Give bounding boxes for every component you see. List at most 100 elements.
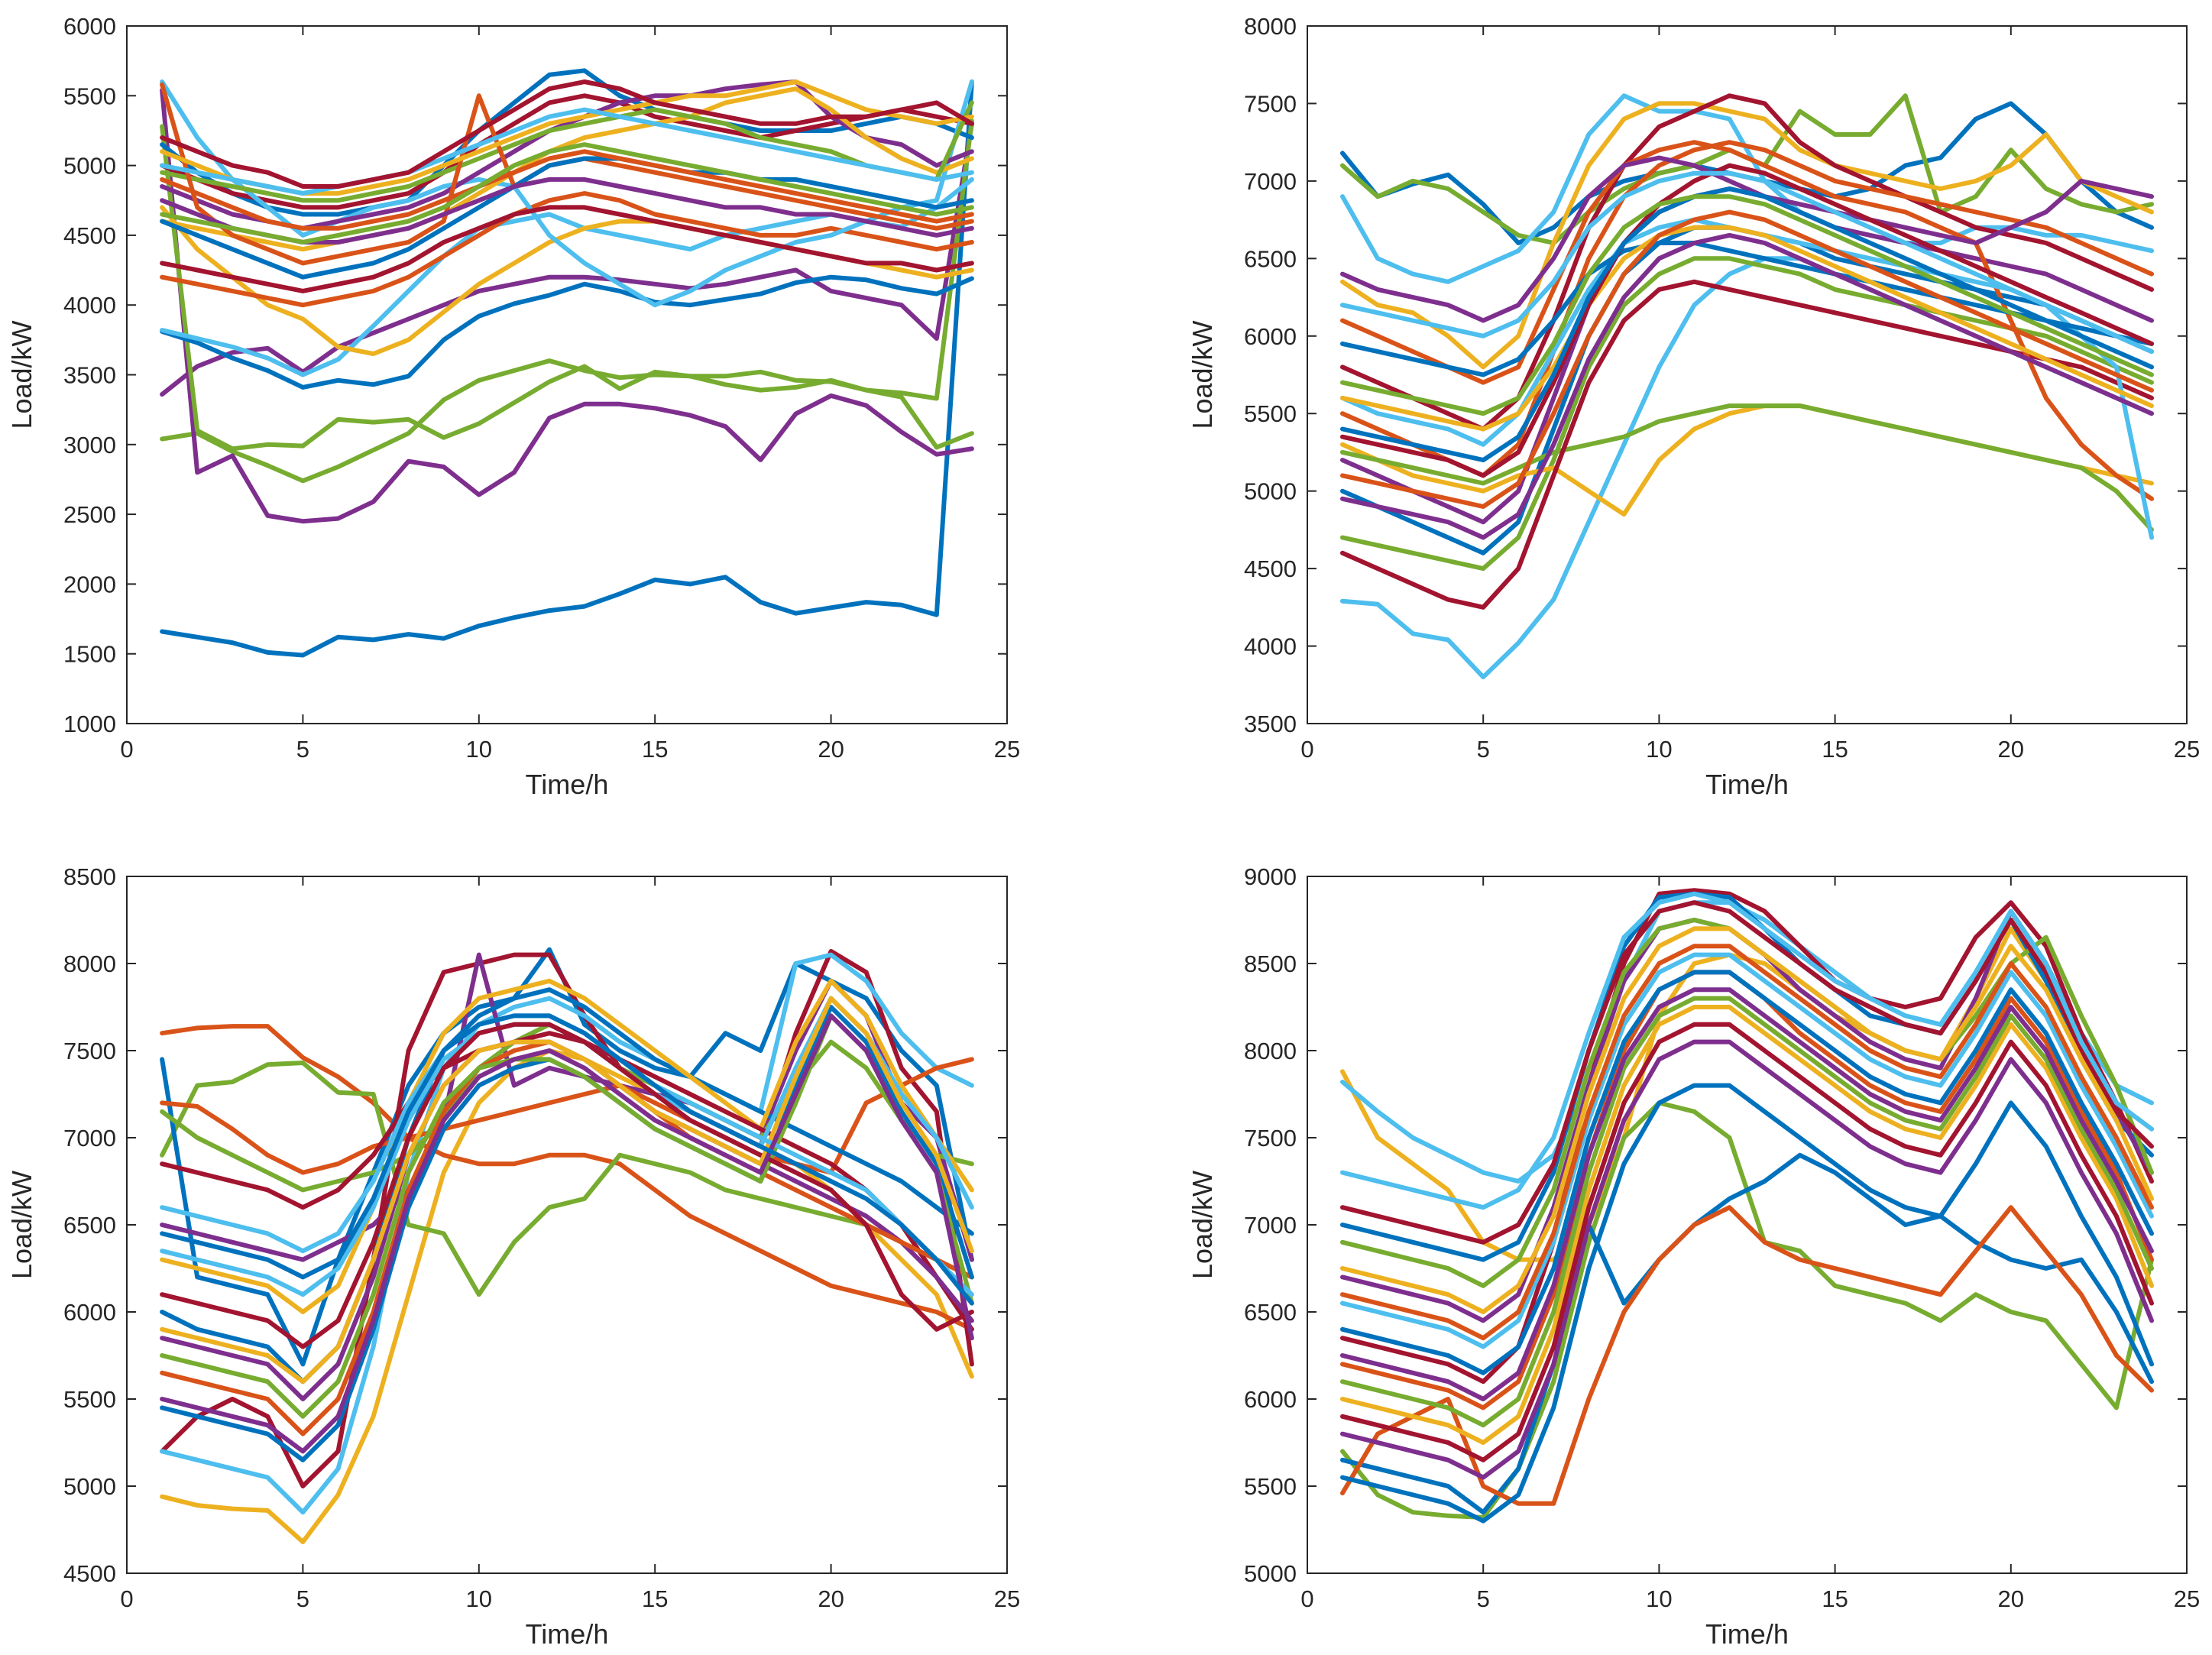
y-axis-label: Load/kW	[6, 320, 37, 429]
x-tick-label: 5	[296, 1585, 309, 1612]
series-line-14	[1340, 1039, 2154, 1480]
y-axis-label: Load/kW	[1187, 1171, 1218, 1279]
series-group	[160, 947, 974, 1544]
chart-panel-4: 0 5 10 15 20 25 5000 5500 6000 6500 7000 7500 8000 85…	[1187, 863, 2200, 1650]
x-tick-label: 5	[1477, 736, 1490, 763]
series-line-3	[160, 1061, 974, 1297]
x-tick-label: 10	[466, 1585, 492, 1612]
series-line-2	[160, 1024, 974, 1332]
x-axis-label: Time/h	[1705, 769, 1789, 800]
y-tick-label: 4000	[63, 292, 116, 319]
series-line-21	[160, 1013, 974, 1454]
x-tick-label: 25	[2174, 736, 2200, 763]
series-line-11	[1340, 952, 2154, 1349]
series-line-21	[160, 107, 974, 196]
y-tick-label: 5500	[1244, 400, 1297, 427]
x-tick-label: 0	[1300, 1585, 1313, 1612]
series-line-19	[1340, 926, 2154, 1314]
series-line-1	[160, 79, 974, 658]
y-tick-label: 8000	[1244, 13, 1297, 40]
series-line-15	[1340, 970, 2154, 1375]
y-tick-label: 5500	[63, 1386, 116, 1413]
x-tick-label: 20	[1998, 1585, 2024, 1612]
series-line-4	[160, 88, 974, 524]
x-tick-label: 0	[120, 736, 133, 763]
y-tick-label: 3500	[63, 362, 116, 389]
series-line-21	[1340, 232, 2154, 540]
series-line-18	[1340, 225, 2154, 432]
x-tick-label: 5	[1477, 1585, 1490, 1612]
y-tick-label: 5000	[63, 153, 116, 180]
x-tick-label: 10	[1646, 736, 1672, 763]
y-tick-label: 5500	[1244, 1473, 1297, 1500]
y-tick-label: 5000	[63, 1473, 116, 1500]
series-line-18	[160, 156, 974, 280]
y-tick-label: 6000	[1244, 1386, 1297, 1413]
y-tick-label: 1500	[63, 641, 116, 668]
series-line-12	[1340, 1005, 2154, 1445]
x-tick-label: 10	[466, 736, 492, 763]
series-group	[1340, 93, 2154, 680]
series-line-15	[1340, 155, 2154, 323]
y-tick-label: 6000	[1244, 323, 1297, 350]
series-line-15	[160, 100, 974, 203]
x-tick-label: 10	[1646, 1585, 1672, 1612]
series-line-8	[160, 1057, 974, 1175]
chart-panel-3: 0 5 10 15 20 25 4500 5000 5500 6000 6500 7000 7500 80…	[6, 863, 1020, 1650]
series-line-13	[1340, 900, 2154, 1245]
series-line-22	[1340, 1083, 2154, 1524]
x-axis-label: Time/h	[1705, 1618, 1789, 1650]
y-tick-label: 4500	[63, 222, 116, 249]
x-tick-label: 15	[642, 736, 668, 763]
x-tick-label: 0	[1300, 736, 1313, 763]
y-tick-label: 2500	[63, 501, 116, 528]
y-tick-label: 7000	[1244, 168, 1297, 195]
series-line-23	[1340, 186, 2154, 463]
series-line-6	[160, 952, 974, 1515]
series-line-19	[160, 996, 974, 1385]
y-tick-label: 9000	[1244, 863, 1297, 890]
series-line-14	[160, 86, 974, 252]
x-tick-label: 20	[818, 736, 844, 763]
y-tick-label: 8000	[1244, 1038, 1297, 1064]
series-line-17	[1340, 996, 2154, 1428]
series-line-14	[1340, 140, 2154, 501]
x-tick-label: 15	[1822, 736, 1848, 763]
series-line-24	[1340, 194, 2154, 416]
x-tick-label: 20	[818, 1585, 844, 1612]
y-tick-label: 7500	[1244, 1125, 1297, 1151]
series-line-21	[1340, 987, 2154, 1401]
y-tick-label: 3000	[63, 432, 116, 458]
series-line-12	[160, 1031, 974, 1332]
series-line-4	[1340, 1152, 2154, 1515]
y-tick-label: 7500	[1244, 90, 1297, 117]
series-line-6	[1340, 888, 2154, 1385]
y-tick-label: 7500	[63, 1038, 116, 1064]
x-tick-label: 25	[2174, 1585, 2200, 1612]
y-tick-label: 3500	[1244, 711, 1297, 737]
series-line-22	[1340, 170, 2154, 355]
y-tick-label: 4500	[1244, 555, 1297, 582]
series-line-22	[160, 149, 974, 231]
series-line-17	[160, 205, 974, 293]
x-tick-label: 15	[1822, 1585, 1848, 1612]
series-line-11	[160, 978, 974, 1314]
series-line-22	[160, 1013, 974, 1306]
series-line-12	[160, 79, 974, 308]
series-line-12	[1340, 403, 2154, 533]
series-line-23	[160, 79, 974, 189]
series-group	[1340, 888, 2154, 1524]
y-tick-label: 4500	[63, 1560, 116, 1587]
series-line-4	[1340, 93, 2154, 284]
series-line-18	[160, 1022, 974, 1349]
y-tick-label: 8500	[1244, 951, 1297, 977]
y-tick-label: 6000	[63, 13, 116, 40]
x-tick-label: 5	[296, 736, 309, 763]
series-line-20	[1340, 1022, 2154, 1462]
x-tick-label: 20	[1998, 736, 2024, 763]
y-tick-label: 1000	[63, 711, 116, 737]
y-axis-label: Load/kW	[1187, 320, 1218, 429]
y-tick-label: 6500	[63, 1212, 116, 1239]
chart-panel-1: 0 5 10 15 20 25 1000 1500 2000 2500 3000 3500 4000 45…	[6, 13, 1020, 800]
x-axis-label: Time/h	[526, 769, 609, 800]
